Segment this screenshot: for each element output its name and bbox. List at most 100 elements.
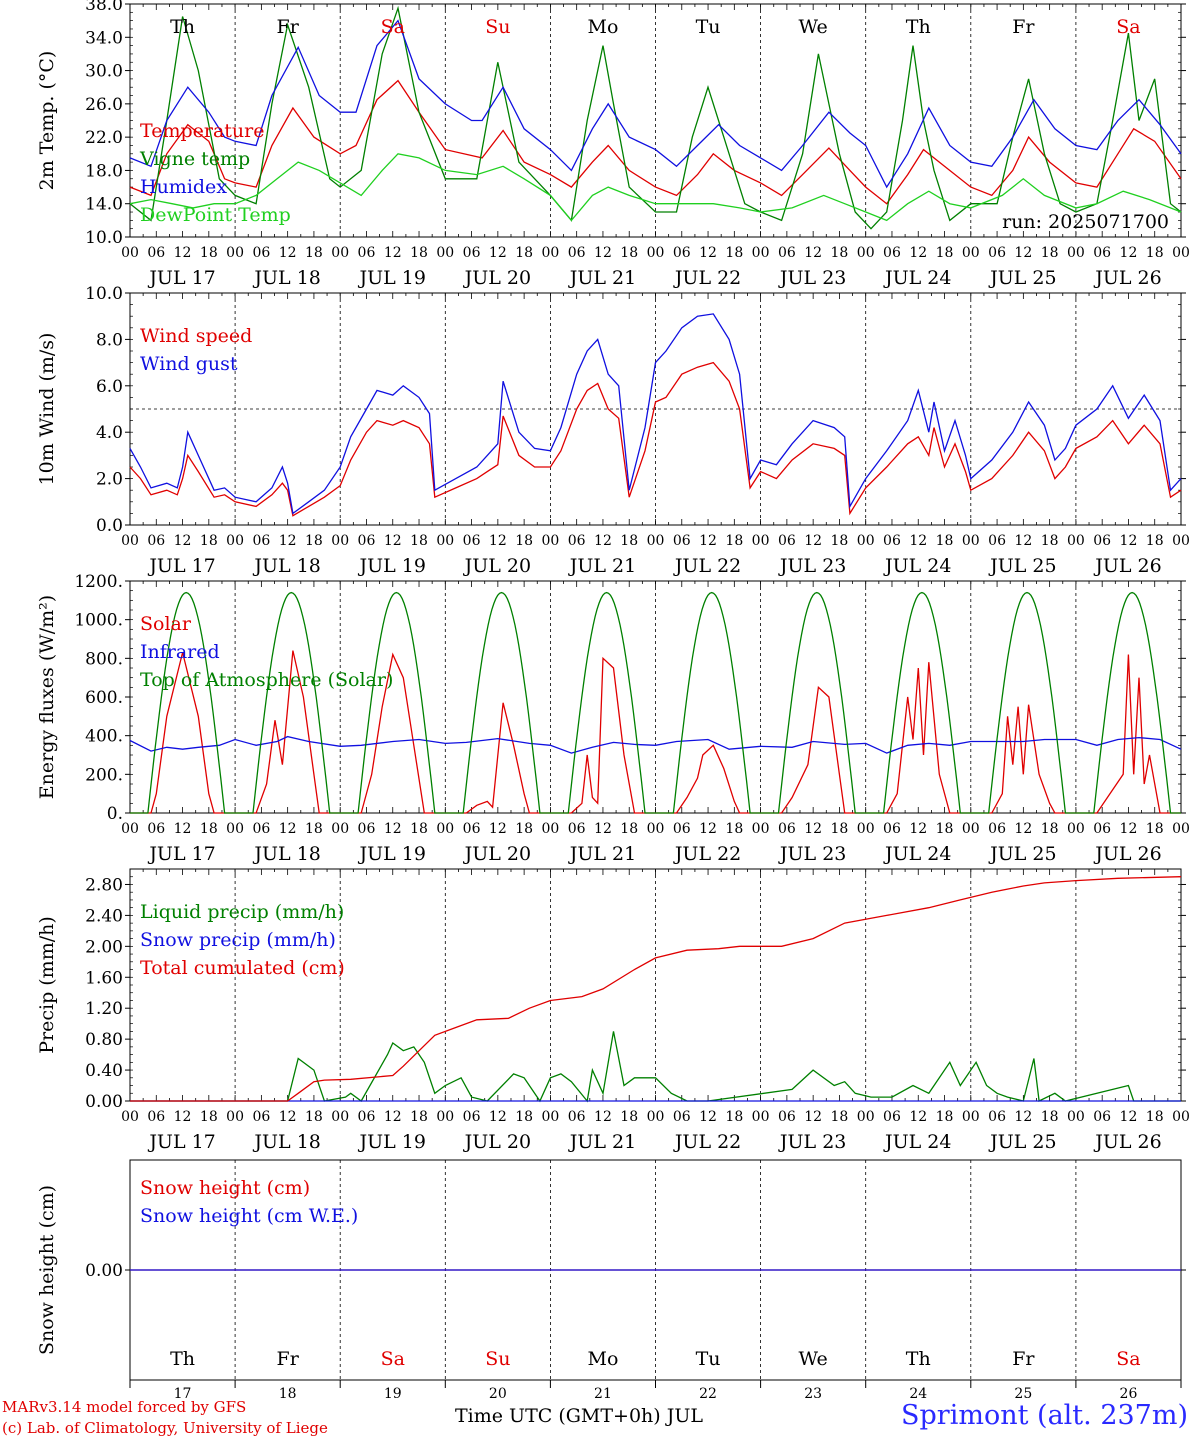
hour-label: 06	[673, 245, 691, 261]
date-label: JUL 26	[1093, 843, 1161, 865]
day-abbr: Sa	[381, 1348, 405, 1370]
hour-label: 00	[331, 1109, 349, 1125]
date-label: JUL 23	[778, 555, 846, 577]
day-number: 23	[804, 1386, 822, 1402]
x-axis-title: Time UTC (GMT+0h) JUL	[455, 1405, 703, 1427]
hour-label: 12	[1014, 821, 1032, 837]
day-abbr: Fr	[1012, 16, 1035, 38]
date-label: JUL 21	[568, 267, 636, 289]
hour-label: 06	[883, 245, 901, 261]
hour-label: 12	[909, 821, 927, 837]
legend-entry: Liquid precip (mm/h)	[140, 901, 344, 923]
date-label: JUL 21	[568, 1131, 636, 1153]
date-label: JUL 18	[252, 843, 320, 865]
legend-entry: Vigne temp	[139, 148, 250, 170]
hour-label: 06	[778, 1109, 796, 1125]
hour-label: 00	[436, 1109, 454, 1125]
hour-label: 18	[200, 821, 218, 837]
series-line-dewpoint-temp	[129, 153, 1182, 222]
day-abbr: Th	[170, 16, 195, 38]
y-tick-label: 600.	[85, 688, 123, 708]
y-tick-label: 2.00	[85, 937, 123, 957]
hour-label: 06	[883, 1109, 901, 1125]
hour-label: 12	[804, 533, 822, 549]
legend-entry: Humidex	[140, 176, 227, 198]
hour-label: 00	[857, 821, 875, 837]
hour-label: 00	[962, 533, 980, 549]
hour-label: 06	[988, 245, 1006, 261]
hour-label: 18	[410, 1109, 428, 1125]
hour-label: 06	[778, 821, 796, 837]
date-label: JUL 23	[778, 267, 846, 289]
hour-label: 12	[909, 1109, 927, 1125]
hour-label: 18	[1146, 533, 1164, 549]
legend-entry: Wind gust	[140, 353, 238, 375]
y-tick-label: 400.	[85, 727, 123, 747]
day-number: 19	[384, 1386, 402, 1402]
y-tick-label: 22.0	[85, 128, 123, 148]
hour-label: 00	[962, 821, 980, 837]
series-line-wind-gust	[129, 313, 1182, 515]
hour-label: 18	[305, 245, 323, 261]
hour-label: 12	[384, 533, 402, 549]
date-label: JUL 22	[673, 267, 741, 289]
day-abbr: Mo	[587, 1348, 618, 1370]
day-abbr: Sa	[381, 16, 405, 38]
hour-label: 12	[489, 245, 507, 261]
y-tick-label: 0.80	[85, 1030, 123, 1050]
hour-label: 12	[384, 821, 402, 837]
day-number: 17	[174, 1386, 192, 1402]
hour-label: 00	[962, 245, 980, 261]
hour-label: 18	[410, 533, 428, 549]
day-abbr: Th	[170, 1348, 195, 1370]
date-label: JUL 21	[568, 843, 636, 865]
hour-label: 06	[568, 245, 586, 261]
hour-label: 12	[804, 245, 822, 261]
y-tick-label: 6.0	[96, 377, 123, 397]
y-tick-label: 800.	[85, 649, 123, 669]
day-abbr: Sa	[1116, 16, 1140, 38]
day-abbr: We	[799, 1348, 828, 1370]
hour-label: 18	[1041, 533, 1059, 549]
hour-label: 18	[305, 533, 323, 549]
date-label: JUL 19	[358, 1131, 426, 1153]
hour-label: 00	[752, 245, 770, 261]
y-tick-label: 200.	[85, 765, 123, 785]
hour-label: 06	[358, 821, 376, 837]
date-label: JUL 23	[778, 1131, 846, 1153]
date-label: JUL 19	[358, 843, 426, 865]
date-label: JUL 24	[883, 555, 951, 577]
hour-label: 18	[936, 245, 954, 261]
date-label: JUL 20	[463, 1131, 531, 1153]
hour-label: 12	[1120, 533, 1138, 549]
station-label: Sprimont (alt. 237m)	[901, 1400, 1188, 1431]
day-number: 20	[489, 1386, 507, 1402]
series-line-infrared	[129, 735, 1182, 754]
legend-entry: Snow height (cm)	[140, 1177, 310, 1199]
hour-label: 06	[673, 1109, 691, 1125]
hour-label: 06	[568, 821, 586, 837]
hour-label: 18	[515, 533, 533, 549]
hour-label: 18	[1146, 821, 1164, 837]
hour-label: 12	[279, 245, 297, 261]
day-abbr: We	[799, 16, 828, 38]
date-label: JUL 25	[988, 1131, 1056, 1153]
hour-label: 12	[1014, 533, 1032, 549]
y-tick-label: 2.0	[96, 470, 123, 490]
hour-label: 12	[174, 821, 192, 837]
date-label: JUL 18	[252, 555, 320, 577]
hour-label: 18	[936, 1109, 954, 1125]
hour-label: 06	[252, 1109, 270, 1125]
hour-label: 06	[147, 821, 165, 837]
day-abbr: Tu	[696, 16, 721, 38]
hour-label: 18	[725, 821, 743, 837]
run-label: run: 2025071700	[1002, 211, 1169, 233]
hour-label: 12	[699, 821, 717, 837]
hour-label: 12	[1014, 1109, 1032, 1125]
hour-label: 06	[883, 821, 901, 837]
hour-label: 12	[174, 533, 192, 549]
y-tick-label: 30.0	[85, 62, 123, 82]
hour-label: 00	[121, 245, 139, 261]
hour-label: 18	[515, 245, 533, 261]
legend-entry: Wind speed	[140, 325, 252, 347]
